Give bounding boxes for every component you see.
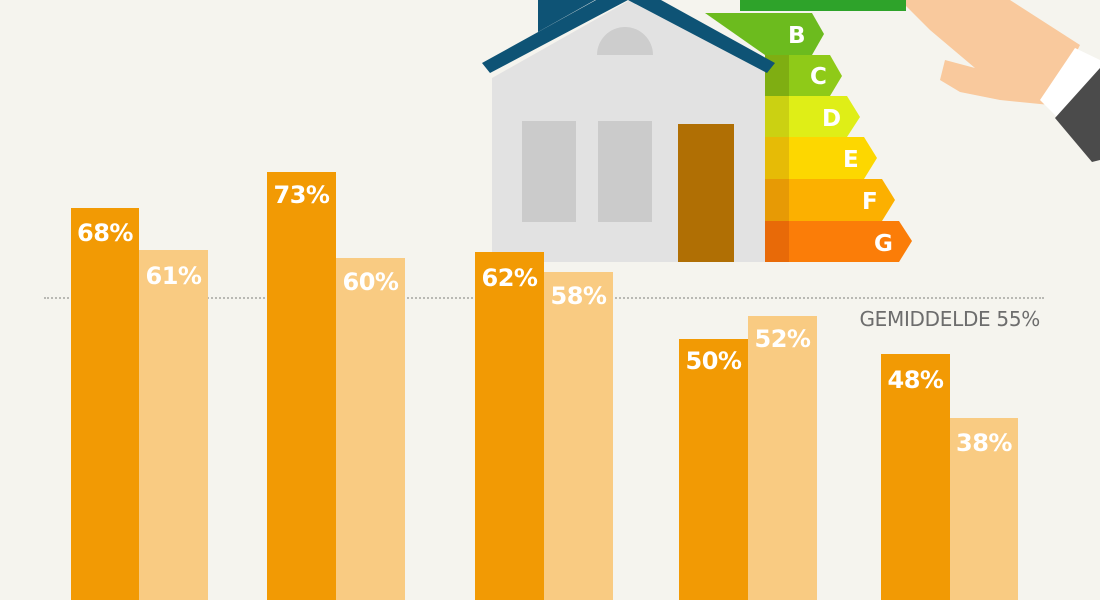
bar-group4-dark: 50% [679,339,748,600]
energy-class-g: G [874,231,893,257]
bar-group1-light: 61% [139,250,208,600]
bar-group5-dark: 48% [881,354,950,600]
bar-value-label: 73% [273,181,330,209]
energy-class-b: B [788,23,806,49]
bar-group5-light: 38% [950,418,1018,600]
bar-value-label: 60% [342,268,399,296]
bar-group2-light: 60% [336,258,405,600]
bar-value-label: 58% [550,282,607,310]
bar-group3-dark: 62% [475,252,544,600]
energy-label-icon: B C D E F G [705,0,912,262]
bar-group1-dark: 68% [71,208,139,600]
bar-value-label: 48% [887,366,944,394]
bar-group2-dark: 73% [267,172,336,600]
energy-class-c: C [810,64,827,90]
bar-value-label: 50% [685,347,742,375]
bar-value-label: 61% [145,262,202,290]
bar-value-label: 68% [77,219,133,247]
bar-value-label: 52% [754,325,811,353]
bar-group4-light: 52% [748,316,817,600]
average-label: GEMIDDELDE 55% [859,307,1040,331]
bar-group3-light: 58% [544,272,613,600]
energy-class-f: F [862,189,878,215]
house-icon [482,0,775,262]
hand-icon [900,0,1100,162]
energy-class-e: E [843,147,859,173]
bar-value-label: 62% [481,264,538,292]
energy-class-d: D [822,106,841,132]
bar-value-label: 38% [956,429,1012,457]
